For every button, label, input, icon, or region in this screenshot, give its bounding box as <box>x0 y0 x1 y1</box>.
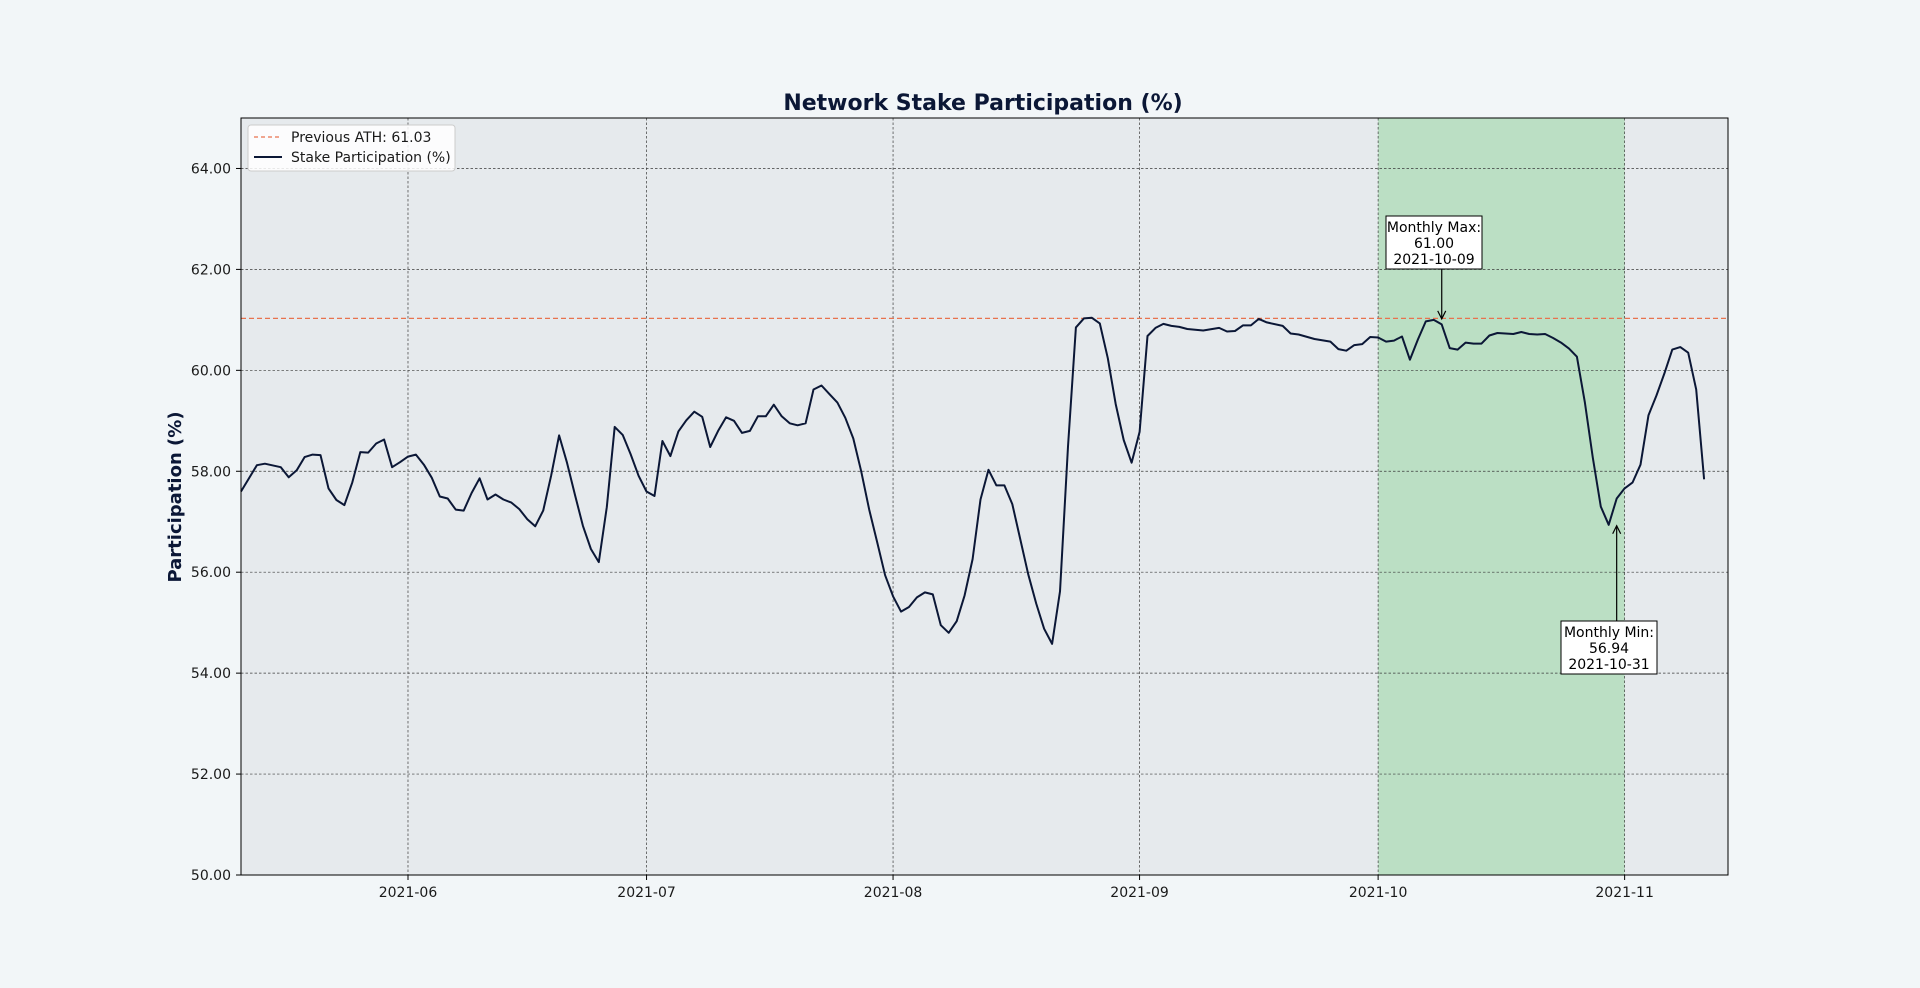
x-tick-label: 2021-10 <box>1349 885 1408 901</box>
x-tick-label: 2021-11 <box>1595 885 1654 901</box>
y-tick-label: 64.00 <box>191 161 231 177</box>
annotation-text: 2021-10-31 <box>1568 657 1649 673</box>
y-tick-label: 52.00 <box>191 767 231 783</box>
series-layer <box>240 316 1706 645</box>
y-tick-label: 58.00 <box>191 464 231 480</box>
y-tick-label: 56.00 <box>191 565 231 581</box>
legend-label: Previous ATH: 61.03 <box>291 130 431 146</box>
legend-label: Stake Participation (%) <box>291 150 451 166</box>
x-tick-label: 2021-07 <box>617 885 676 901</box>
plot-frame <box>240 117 1729 876</box>
annotation-box <box>1560 620 1658 675</box>
chart-title: Network Stake Participation (%) <box>783 91 1182 116</box>
series-line <box>240 316 1706 645</box>
frame-layer <box>240 117 1729 876</box>
annotation-text: Monthly Max: <box>1387 220 1481 236</box>
annotation-arrow-head <box>1612 524 1622 535</box>
legend-entry-ath: Previous ATH: 61.03 <box>254 130 431 146</box>
y-tick-label: 62.00 <box>191 262 231 278</box>
annotation-box <box>1385 215 1483 270</box>
y-tick-label: 60.00 <box>191 363 231 379</box>
annotation-text: 61.00 <box>1414 236 1454 252</box>
x-tick-label: 2021-08 <box>864 885 923 901</box>
x-tick-label: 2021-09 <box>1110 885 1169 901</box>
y-tick-label: 50.00 <box>191 868 231 884</box>
legend: Previous ATH: 61.03 Stake Participation (… <box>247 124 456 172</box>
annotation-text: 56.94 <box>1589 641 1629 657</box>
tick-layer: 2021-06 2021-07 2021-08 2021-09 2021-10 2021-… <box>191 161 1654 901</box>
legend-box <box>247 124 456 172</box>
y-axis-label: Participation (%) <box>165 411 186 582</box>
annotation-text: Monthly Min: <box>1564 625 1654 641</box>
x-tick-label: 2021-06 <box>379 885 438 901</box>
annotation-text: 2021-10-09 <box>1393 252 1474 268</box>
annotation-arrow-head <box>1437 310 1447 321</box>
legend-entry-series: Stake Participation (%) <box>254 150 451 166</box>
y-tick-label: 54.00 <box>191 666 231 682</box>
